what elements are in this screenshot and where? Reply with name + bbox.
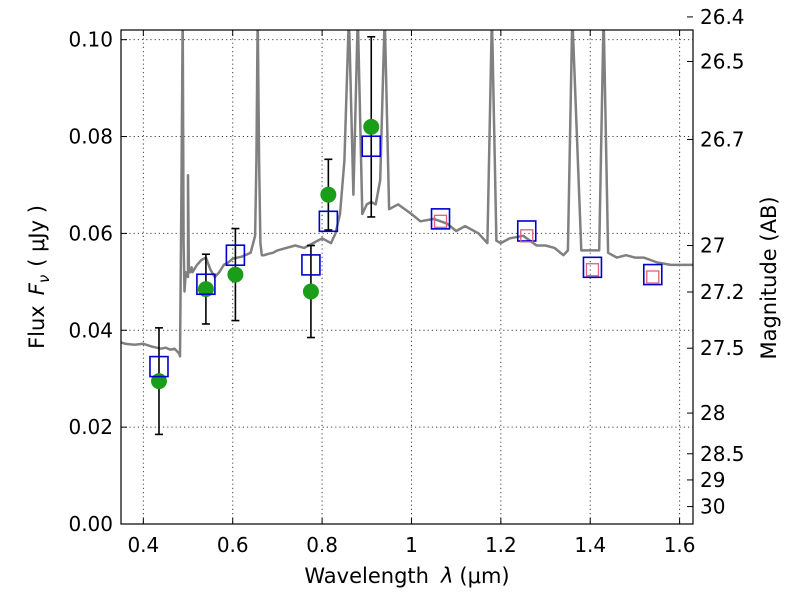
y-axis-label-text: Flux [25,305,49,349]
photometry-points [149,35,663,436]
model-square-marker [430,208,451,230]
y-tick-label: 0.00 [68,512,113,536]
ir-square-marker [585,263,600,277]
y2-tick-label: 27.5 [700,336,745,360]
y-tick-label: 0.10 [68,28,113,52]
x-axis-label-unit: (μm) [459,564,509,588]
axis-ticks: 0.4 0.6 0.8 1 1.2 1.4 1.6 0.00 0.02 0.04 0.06 0.08 0… [68,5,744,557]
y2-tick-label: 30 [700,495,725,519]
x-tick-label: 1.6 [664,533,696,557]
model-square-marker [642,263,663,286]
model-square-marker [225,244,246,267]
y-tick-label: 0.08 [68,125,113,149]
model-square-marker [318,210,339,233]
observed-point [363,118,380,135]
y-tick-label: 0.04 [68,318,113,342]
y2-tick-label: 26.4 [700,5,745,29]
spectrum-line-group [121,30,693,358]
model-square-marker [301,254,321,276]
model-square-marker [361,135,382,158]
y2-tick-label: 28.5 [700,442,745,466]
x-tick-label: 1.4 [574,533,606,557]
y2-tick-label: 29 [700,468,725,492]
ir-square-marker [646,270,660,284]
y-tick-label: 0.06 [68,221,113,245]
y-axis-label-symbol: F [25,282,49,295]
x-tick-label: 0.8 [306,533,338,557]
spectrum-line [121,30,693,358]
plot-frame [120,29,694,525]
y-axis-label-subscript: ν [35,275,53,283]
observed-point [150,373,167,390]
x-tick-label: 1 [405,533,418,557]
model-square-marker [516,220,537,242]
x-tick-label: 1.2 [485,533,517,557]
y2-axis-label: Magnitude (AB) [757,196,781,359]
y2-tick-label: 28 [700,401,725,425]
ir-square-marker [520,229,534,243]
y2-tick-label: 27 [700,234,725,258]
observed-point [320,186,337,203]
x-axis-label-text: Wavelength [304,564,429,588]
observed-point [197,281,214,298]
y2-tick-label: 27.2 [700,280,745,304]
model-square-marker [196,273,216,296]
y2-tick-label: 26.7 [700,127,745,151]
observed-point [227,266,244,283]
model-square-marker [582,256,603,279]
model-square-marker [149,355,169,378]
x-tick-label: 0.6 [217,533,249,557]
y-axis-label: Flux Fν ( μJy ) [25,205,53,349]
x-tick-label: 0.4 [127,533,159,557]
x-axis-label: Wavelength λ (μm) [304,564,509,588]
y2-tick-label: 26.5 [700,49,745,73]
y-axis-label-unit: ( μJy ) [25,205,49,267]
y-tick-label: 0.02 [68,415,113,439]
x-axis-label-symbol: λ [440,564,453,588]
observed-point [302,283,319,300]
ir-square-marker [433,214,448,228]
